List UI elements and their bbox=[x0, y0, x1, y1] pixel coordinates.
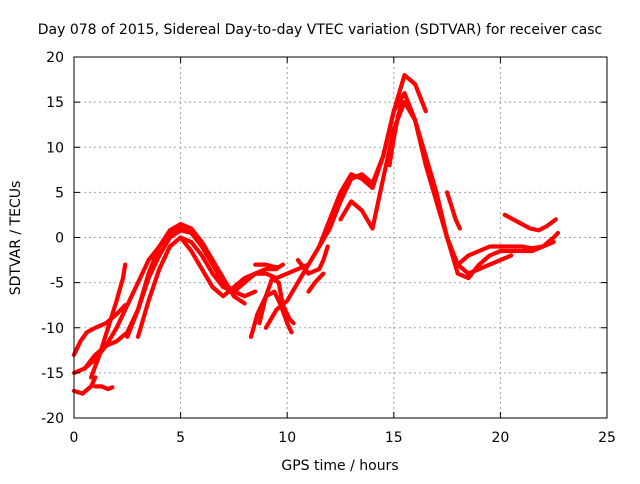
x-tick-label: 5 bbox=[176, 430, 185, 446]
chart-title: Day 078 of 2015, Sidereal Day-to-day VTE… bbox=[38, 22, 602, 38]
series-line-arc20 bbox=[455, 230, 561, 267]
series-line-arc19 bbox=[445, 190, 462, 231]
series-line-arc16 bbox=[317, 90, 556, 281]
y-axis-label: SDTVAR / TECUs bbox=[8, 181, 24, 296]
x-tick-label: 10 bbox=[278, 430, 296, 446]
y-tick-label: 10 bbox=[46, 140, 64, 156]
series-line-arc11 bbox=[248, 289, 294, 339]
series-line-arc18 bbox=[387, 99, 405, 168]
y-tick-label: -5 bbox=[50, 276, 64, 292]
series-line-arc3 bbox=[71, 375, 98, 396]
series-line-arc21 bbox=[502, 212, 558, 233]
series-line-arc4 bbox=[93, 384, 115, 392]
series-line-arc13 bbox=[263, 72, 428, 330]
y-tick-label: 15 bbox=[46, 95, 64, 111]
y-tick-label: -15 bbox=[41, 366, 64, 382]
ticks bbox=[73, 56, 608, 419]
series-line-arc6 bbox=[82, 221, 247, 371]
y-tick-label: -10 bbox=[41, 321, 64, 337]
x-tick-label: 25 bbox=[598, 430, 616, 446]
y-tick-labels: -20 -15 -10 -5 0 5 10 15 20 bbox=[41, 50, 64, 427]
x-tick-labels: 0 5 10 15 20 25 bbox=[70, 430, 616, 446]
series-layer bbox=[71, 72, 561, 396]
series-line-arc9 bbox=[178, 235, 311, 299]
series-line-arc14 bbox=[295, 244, 330, 276]
series-line-arc10 bbox=[253, 262, 285, 270]
grid bbox=[74, 57, 607, 418]
y-tick-label: 20 bbox=[46, 50, 64, 66]
series-line-arc1 bbox=[71, 303, 128, 357]
y-tick-label: 0 bbox=[55, 231, 64, 247]
series-line-arc15 bbox=[306, 271, 326, 294]
series-line-arc2 bbox=[71, 226, 194, 375]
y-tick-label: -20 bbox=[41, 411, 64, 427]
x-tick-label: 20 bbox=[491, 430, 509, 446]
x-axis-label: GPS time / hours bbox=[281, 458, 398, 474]
series-line-arc12 bbox=[257, 276, 296, 326]
series-line-arc5 bbox=[88, 262, 128, 380]
series-line-arc17 bbox=[338, 99, 514, 276]
x-tick-label: 0 bbox=[70, 430, 79, 446]
x-tick-label: 15 bbox=[385, 430, 403, 446]
y-tick-label: 5 bbox=[55, 185, 64, 201]
